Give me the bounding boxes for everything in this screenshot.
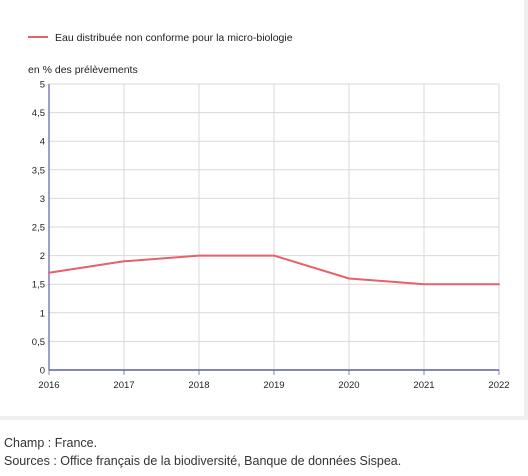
y-tick-label: 0,5 (32, 337, 45, 348)
y-tick-label: 3,5 (32, 165, 45, 176)
scope-note: Champ : France. (4, 436, 98, 450)
data-point[interactable] (121, 258, 127, 264)
chart-panel: Eau distribuée non conforme pour la micr… (0, 0, 528, 420)
x-tick-label: 2022 (488, 380, 509, 391)
data-point[interactable] (271, 253, 277, 259)
data-point[interactable] (46, 270, 52, 276)
series-line[interactable] (48, 254, 500, 286)
y-tick-label: 1 (40, 308, 45, 319)
gridlines (48, 83, 500, 370)
x-tick-label: 2019 (263, 380, 284, 391)
y-tick-label: 4 (40, 137, 45, 148)
y-tick-label: 5 (40, 80, 45, 91)
y-axis-ticks: 0 0,5 1 1,5 2 2,5 3 3,5 4 4,5 5 (32, 80, 45, 377)
line-chart: Eau distribuée non conforme pour la micr… (28, 32, 510, 391)
x-tick-label: 2016 (38, 380, 59, 391)
x-tick-label: 2021 (413, 380, 434, 391)
x-tick-label: 2017 (113, 380, 134, 391)
y-tick-label: 2 (40, 251, 45, 262)
x-axis-ticks: 2016 2017 2018 2019 2020 2021 2022 (38, 370, 510, 391)
legend[interactable]: Eau distribuée non conforme pour la micr… (28, 32, 293, 44)
sources-note: Sources : Office français de la biodiver… (4, 454, 402, 468)
y-axis-unit-label: en % des prélèvements (28, 64, 138, 76)
y-tick-label: 3 (40, 194, 45, 205)
chart-notes: Champ : France. Sources : Office françai… (4, 434, 401, 470)
legend-label: Eau distribuée non conforme pour la micr… (55, 32, 293, 44)
data-point[interactable] (496, 281, 502, 287)
y-tick-label: 2,5 (32, 223, 45, 234)
data-point[interactable] (196, 253, 202, 259)
y-tick-label: 0 (40, 366, 45, 377)
x-tick-label: 2018 (188, 380, 209, 391)
data-point[interactable] (346, 275, 352, 281)
y-tick-label: 1,5 (32, 280, 45, 291)
x-tick-label: 2020 (338, 380, 359, 391)
series-layer (46, 253, 502, 287)
y-tick-label: 4,5 (32, 108, 45, 119)
data-point[interactable] (421, 281, 427, 287)
axes (48, 84, 499, 371)
